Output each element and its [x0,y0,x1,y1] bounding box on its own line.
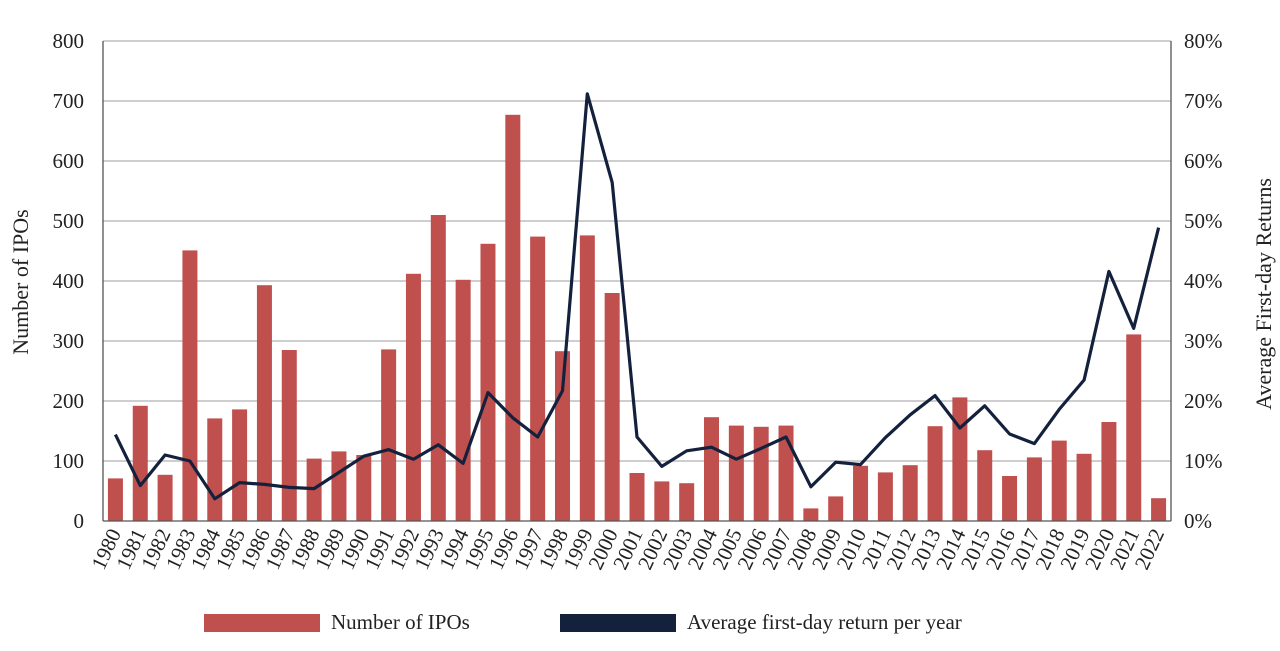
bar [853,465,869,521]
bar [530,236,546,521]
right-axis-title: Average First-day Returns [1251,178,1276,410]
left-tick-label: 100 [53,449,85,473]
bar [927,426,943,521]
bar [778,425,794,521]
right-tick-label: 80% [1184,29,1223,53]
bar [207,418,223,521]
legend-label-line: Average first-day return per year [687,610,962,634]
bar [1126,334,1142,521]
bar [952,397,968,521]
bar [281,350,297,521]
left-axis-title: Number of IPOs [8,209,33,354]
right-tick-label: 20% [1184,389,1223,413]
bar [654,481,670,521]
bar [480,243,496,522]
bar [132,405,148,521]
bar [902,465,918,521]
bar [1076,453,1092,521]
bar [182,250,198,521]
bar [1002,476,1018,521]
right-tick-label: 0% [1184,509,1212,533]
bar [232,409,248,521]
bar [430,215,446,521]
right-tick-label: 50% [1184,209,1223,233]
bar [704,417,720,521]
left-tick-label: 200 [53,389,85,413]
bar [877,472,893,521]
bar [604,293,620,521]
bar [554,351,570,521]
right-tick-label: 60% [1184,149,1223,173]
right-tick-label: 10% [1184,449,1223,473]
left-tick-labels: 0 100 200 300 400 500 600 700 800 [53,29,85,533]
left-tick-label: 500 [53,209,85,233]
x-tick-labels: 1980198119821983198419851986198719881989… [86,525,1169,574]
legend-swatch-bars [204,614,320,632]
bar [629,473,645,521]
axes [102,41,1172,522]
bar [579,235,595,521]
bar [157,474,173,521]
grid-lines [103,40,1171,462]
bar-series [107,114,1167,522]
bar [356,455,372,521]
legend-swatch-line [560,614,676,632]
bar [256,285,272,521]
left-tick-label: 700 [53,89,85,113]
right-tick-labels: 0% 10% 20% 30% 40% 50% 60% 70% 80% [1184,29,1223,533]
bar [803,508,819,521]
bar [455,279,471,521]
bar [107,478,123,521]
bar [405,273,421,521]
bar [753,426,769,521]
right-tick-label: 40% [1184,269,1223,293]
bar [1026,457,1042,521]
bar [1051,440,1067,521]
left-tick-label: 300 [53,329,85,353]
bar [728,425,744,521]
left-tick-label: 0 [74,509,85,533]
bar [679,483,695,521]
bar [331,451,347,521]
right-tick-label: 70% [1184,89,1223,113]
legend-label-bars: Number of IPOs [331,610,470,634]
left-tick-label: 800 [53,29,85,53]
bar [977,450,993,521]
return-line [113,92,1161,501]
line-series [113,92,1161,501]
bar [1101,422,1117,521]
left-tick-label: 400 [53,269,85,293]
bar [381,349,397,521]
bar [1151,498,1167,521]
legend: Number of IPOs Average first-day return … [204,610,962,634]
bar [828,496,844,521]
right-tick-label: 30% [1184,329,1223,353]
left-tick-label: 600 [53,149,85,173]
bar [505,114,521,522]
